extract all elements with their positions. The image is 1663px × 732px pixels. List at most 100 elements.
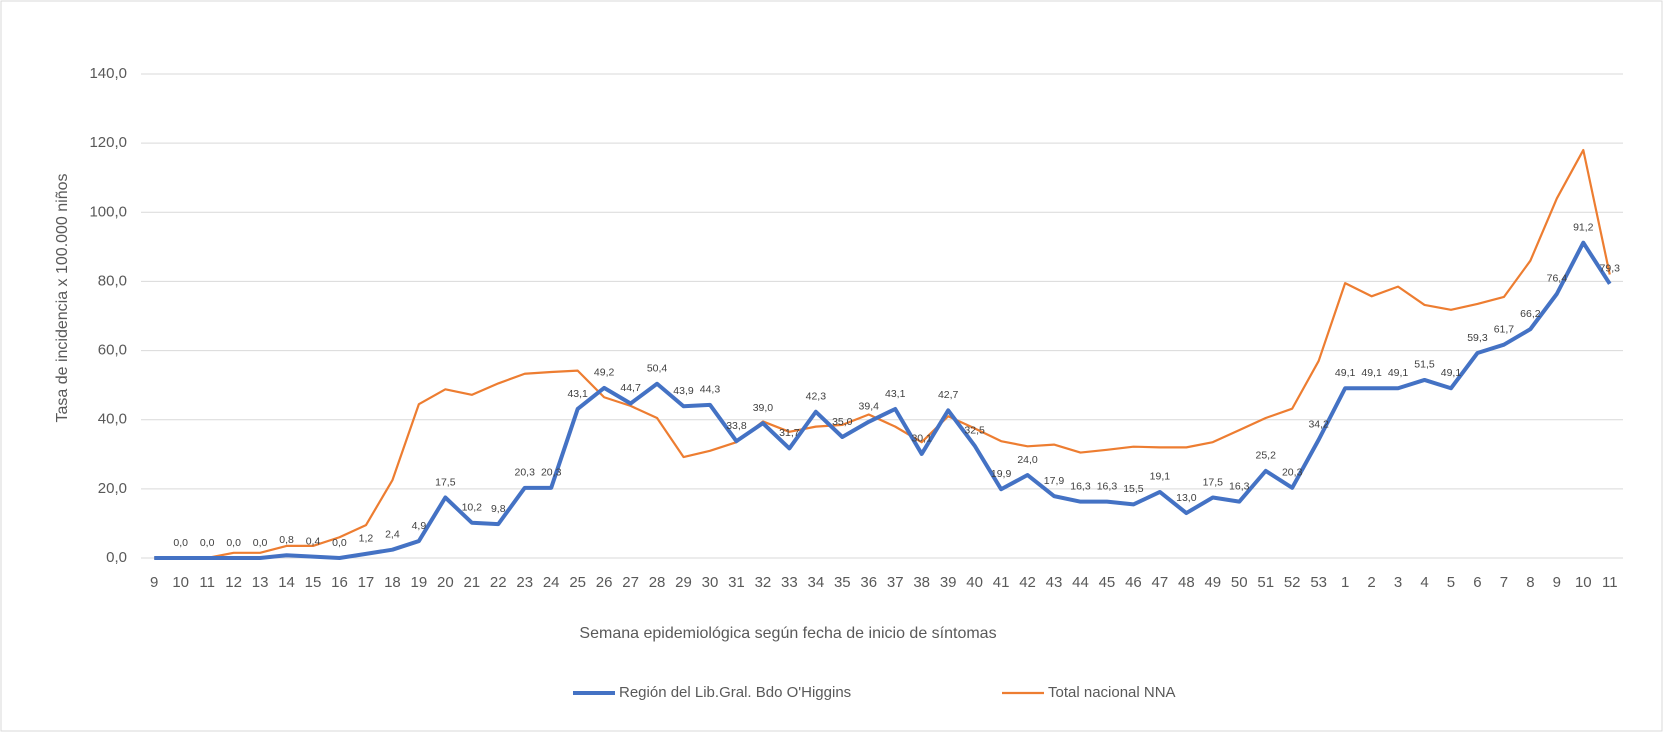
data-label: 25,2 <box>1256 450 1277 462</box>
x-tick-label: 39 <box>940 574 957 591</box>
x-tick-label: 4 <box>1420 574 1428 591</box>
y-tick-label: 20,0 <box>98 480 127 497</box>
x-tick-label: 46 <box>1125 574 1142 591</box>
y-tick-label: 100,0 <box>89 203 127 220</box>
x-tick-label: 29 <box>675 574 692 591</box>
x-tick-label: 10 <box>1575 574 1592 591</box>
data-label: 66,2 <box>1520 308 1541 320</box>
data-label: 15,5 <box>1123 483 1144 495</box>
y-axis-label: Tasa de incidencia x 100.000 niños <box>54 173 71 422</box>
data-label: 91,2 <box>1573 221 1594 233</box>
legend-label: Región del Lib.Gral. Bdo O'Higgins <box>619 684 851 701</box>
series-line <box>154 148 1611 560</box>
data-label: 13,0 <box>1176 492 1197 504</box>
x-tick-label: 16 <box>331 574 348 591</box>
data-label: 35,0 <box>832 416 853 428</box>
data-label: 20,3 <box>1282 467 1303 479</box>
x-tick-label: 12 <box>225 574 242 591</box>
x-tick-label: 42 <box>1019 574 1036 591</box>
data-label: 20,3 <box>515 467 536 479</box>
data-label: 0,8 <box>279 534 294 546</box>
x-tick-label: 31 <box>728 574 745 591</box>
y-tick-label: 0,0 <box>106 549 127 566</box>
y-tick-label: 60,0 <box>98 342 127 359</box>
x-tick-label: 23 <box>516 574 533 591</box>
data-label: 51,5 <box>1414 359 1435 371</box>
x-tick-label: 3 <box>1394 574 1402 591</box>
x-tick-label: 43 <box>1046 574 1063 591</box>
x-tick-label: 2 <box>1367 574 1375 591</box>
data-label: 50,4 <box>647 363 668 375</box>
data-label: 16,3 <box>1229 480 1250 492</box>
data-label: 17,5 <box>435 476 456 488</box>
data-label: 49,1 <box>1441 367 1462 379</box>
data-label: 1,2 <box>359 533 374 545</box>
x-tick-label: 24 <box>543 574 560 591</box>
x-tick-label: 25 <box>569 574 586 591</box>
x-tick-label: 53 <box>1310 574 1327 591</box>
x-tick-label: 13 <box>252 574 269 591</box>
data-label: 32,5 <box>964 424 985 436</box>
x-tick-label: 21 <box>463 574 480 591</box>
data-label: 31,7 <box>779 427 800 439</box>
data-label: 42,7 <box>938 389 959 401</box>
data-label: 76,4 <box>1547 273 1568 285</box>
data-label: 79,3 <box>1600 263 1621 275</box>
data-label: 20,3 <box>541 467 562 479</box>
data-label: 61,7 <box>1494 323 1515 335</box>
data-label: 49,1 <box>1388 367 1409 379</box>
data-label: 24,0 <box>1017 454 1038 466</box>
x-tick-label: 15 <box>305 574 322 591</box>
x-tick-label: 11 <box>1602 574 1618 591</box>
x-tick-label: 6 <box>1473 574 1481 591</box>
x-tick-label: 7 <box>1500 574 1508 591</box>
data-label: 44,7 <box>620 382 641 394</box>
data-label: 17,5 <box>1203 476 1224 488</box>
x-tick-label: 49 <box>1204 574 1221 591</box>
data-label: 39,4 <box>859 401 880 413</box>
x-tick-label: 32 <box>755 574 772 591</box>
data-label: 49,2 <box>594 367 615 379</box>
x-tick-label: 36 <box>860 574 877 591</box>
data-label: 43,9 <box>673 385 694 397</box>
x-tick-label: 19 <box>411 574 428 591</box>
data-label: 44,3 <box>700 384 721 396</box>
y-tick-label: 80,0 <box>98 272 127 289</box>
x-tick-label: 1 <box>1341 574 1349 591</box>
x-tick-label: 41 <box>993 574 1010 591</box>
x-tick-label: 11 <box>199 574 215 591</box>
data-label: 17,9 <box>1044 475 1065 487</box>
data-label: 39,0 <box>753 402 774 414</box>
x-tick-label: 48 <box>1178 574 1195 591</box>
y-tick-label: 140,0 <box>89 65 127 82</box>
x-tick-label: 51 <box>1257 574 1274 591</box>
x-tick-label: 26 <box>596 574 613 591</box>
y-tick-label: 40,0 <box>98 411 127 428</box>
x-tick-label: 35 <box>834 574 851 591</box>
data-label: 34,2 <box>1308 419 1329 431</box>
data-label: 59,3 <box>1467 332 1488 344</box>
x-tick-label: 44 <box>1072 574 1089 591</box>
x-tick-label: 9 <box>150 574 158 591</box>
x-tick-label: 28 <box>649 574 666 591</box>
data-label: 33,8 <box>726 420 747 432</box>
x-tick-label: 33 <box>781 574 798 591</box>
series-line <box>154 240 1612 560</box>
data-label: 0,0 <box>226 537 241 549</box>
x-tick-label: 52 <box>1284 574 1301 591</box>
data-label: 0,0 <box>253 537 268 549</box>
x-tick-label: 27 <box>622 574 639 591</box>
x-tick-label: 20 <box>437 574 454 591</box>
data-label: 9,8 <box>491 503 506 515</box>
x-tick-label: 18 <box>384 574 401 591</box>
data-label: 4,9 <box>412 520 427 532</box>
x-tick-label: 38 <box>913 574 930 591</box>
x-tick-label: 22 <box>490 574 507 591</box>
data-label: 30,1 <box>911 433 932 445</box>
x-tick-label: 17 <box>358 574 375 591</box>
x-axis-label: Semana epidemiológica según fecha de ini… <box>579 625 996 642</box>
data-label: 19,9 <box>991 468 1012 480</box>
data-label: 43,1 <box>885 388 906 400</box>
data-label: 19,1 <box>1150 471 1171 483</box>
